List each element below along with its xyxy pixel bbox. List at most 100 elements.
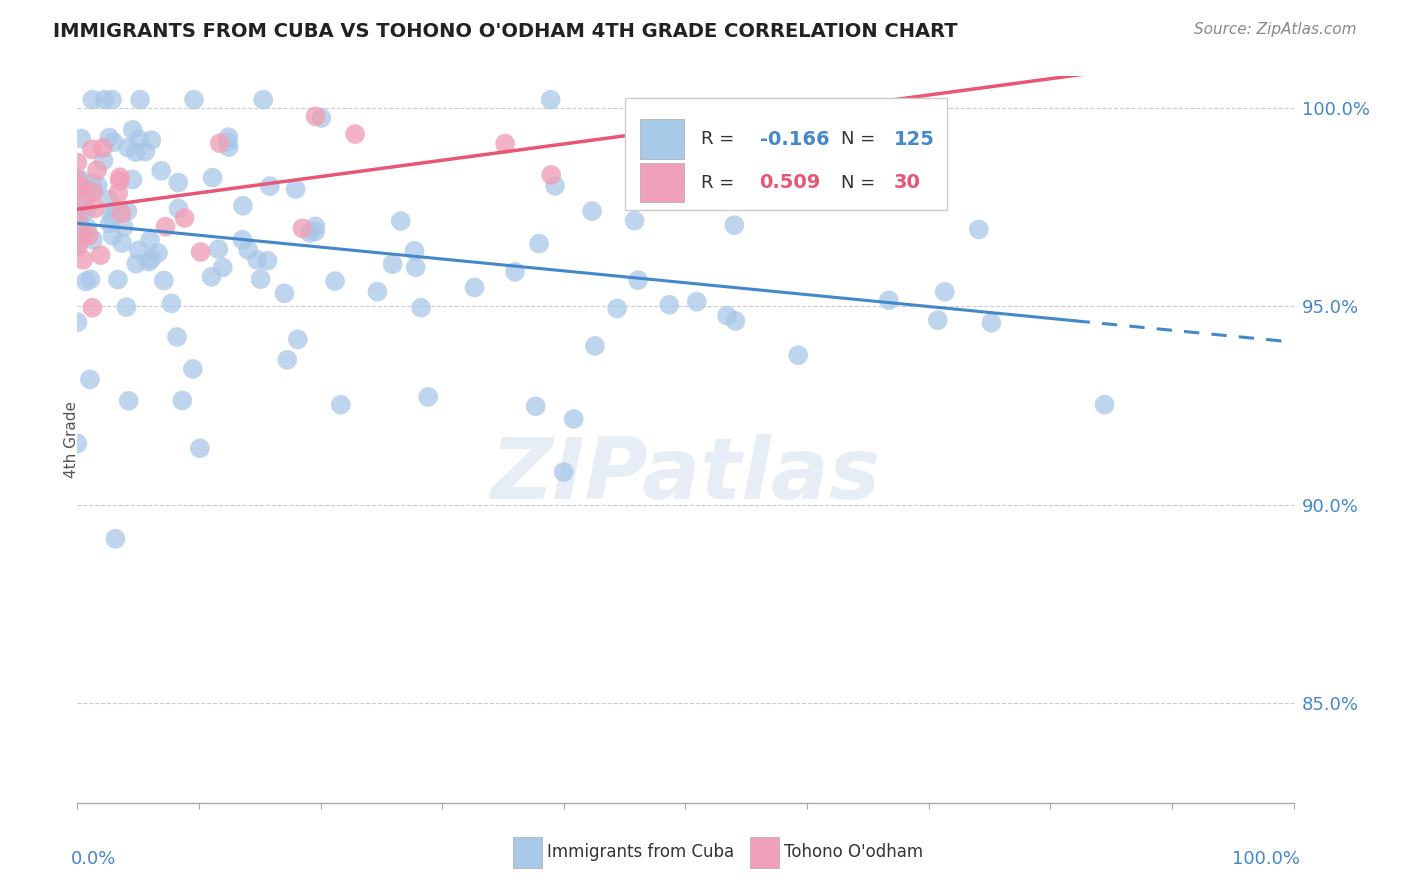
Text: Source: ZipAtlas.com: Source: ZipAtlas.com	[1194, 22, 1357, 37]
Text: -0.166: -0.166	[759, 129, 830, 149]
Point	[91, 141, 114, 155]
Point	[73, 194, 96, 209]
Point	[298, 226, 321, 240]
Point	[160, 296, 183, 310]
Point	[98, 193, 121, 207]
Text: 0.509: 0.509	[759, 173, 821, 192]
Point	[83, 185, 105, 199]
Point	[188, 442, 211, 456]
Point	[172, 393, 194, 408]
Point	[72, 180, 94, 194]
Point	[524, 399, 547, 413]
Point	[121, 123, 143, 137]
Point	[107, 272, 129, 286]
Point	[553, 465, 575, 479]
Point	[418, 390, 440, 404]
Point	[366, 285, 388, 299]
Point	[211, 260, 233, 275]
Point	[173, 211, 195, 225]
Point	[218, 130, 240, 145]
Point	[128, 132, 150, 146]
Point	[72, 202, 94, 216]
FancyBboxPatch shape	[624, 97, 946, 211]
Point	[181, 362, 204, 376]
Point	[190, 245, 212, 260]
Point	[1094, 398, 1116, 412]
Point	[118, 393, 141, 408]
Point	[125, 145, 148, 160]
Point	[80, 177, 103, 191]
Point	[540, 93, 562, 107]
Point	[101, 228, 124, 243]
Point	[111, 235, 134, 250]
Point	[82, 185, 104, 199]
Point	[232, 199, 254, 213]
Point	[66, 236, 89, 251]
Point	[80, 142, 103, 156]
Point	[389, 214, 412, 228]
Point	[249, 272, 271, 286]
Point	[927, 313, 949, 327]
Text: ZIPatlas: ZIPatlas	[491, 434, 880, 517]
Point	[82, 301, 104, 315]
Point	[291, 221, 314, 235]
Point	[166, 330, 188, 344]
Point	[562, 412, 585, 426]
Point	[111, 206, 134, 220]
Point	[98, 130, 121, 145]
Point	[980, 316, 1002, 330]
Point	[76, 220, 98, 235]
Point	[207, 242, 229, 256]
Y-axis label: 4th Grade: 4th Grade	[65, 401, 79, 478]
Point	[70, 173, 93, 187]
Point	[183, 93, 205, 107]
Point	[208, 136, 231, 151]
Point	[128, 244, 150, 258]
Point	[934, 285, 956, 299]
Point	[75, 203, 97, 218]
Point	[69, 190, 91, 204]
Point	[155, 219, 177, 234]
Point	[707, 119, 730, 133]
Point	[141, 133, 163, 147]
Point	[70, 195, 93, 210]
Point	[153, 273, 176, 287]
Point	[138, 254, 160, 268]
Point	[79, 372, 101, 386]
Point	[716, 309, 738, 323]
Point	[891, 173, 914, 187]
Point	[606, 301, 628, 316]
Text: IMMIGRANTS FROM CUBA VS TOHONO O'ODHAM 4TH GRADE CORRELATION CHART: IMMIGRANTS FROM CUBA VS TOHONO O'ODHAM 4…	[53, 22, 957, 41]
Point	[494, 136, 516, 151]
Point	[139, 252, 162, 267]
Point	[117, 141, 139, 155]
Point	[72, 252, 94, 267]
Text: R =: R =	[702, 130, 740, 148]
Point	[66, 315, 89, 329]
Point	[409, 301, 432, 315]
Point	[104, 202, 127, 217]
Point	[66, 173, 89, 187]
Text: Immigrants from Cuba: Immigrants from Cuba	[547, 843, 734, 862]
Point	[787, 348, 810, 362]
Point	[107, 186, 129, 200]
Point	[238, 243, 260, 257]
Point	[150, 163, 173, 178]
FancyBboxPatch shape	[640, 163, 685, 202]
Point	[201, 170, 224, 185]
Point	[464, 280, 486, 294]
Point	[527, 236, 550, 251]
Point	[108, 170, 131, 185]
Point	[218, 140, 240, 154]
Point	[66, 155, 89, 169]
FancyBboxPatch shape	[640, 120, 685, 159]
Point	[724, 314, 747, 328]
Point	[686, 294, 709, 309]
Point	[276, 352, 298, 367]
Point	[67, 217, 90, 231]
Point	[405, 260, 427, 275]
Point	[304, 109, 326, 123]
Point	[503, 265, 526, 279]
Point	[877, 293, 900, 308]
Point	[723, 218, 745, 232]
